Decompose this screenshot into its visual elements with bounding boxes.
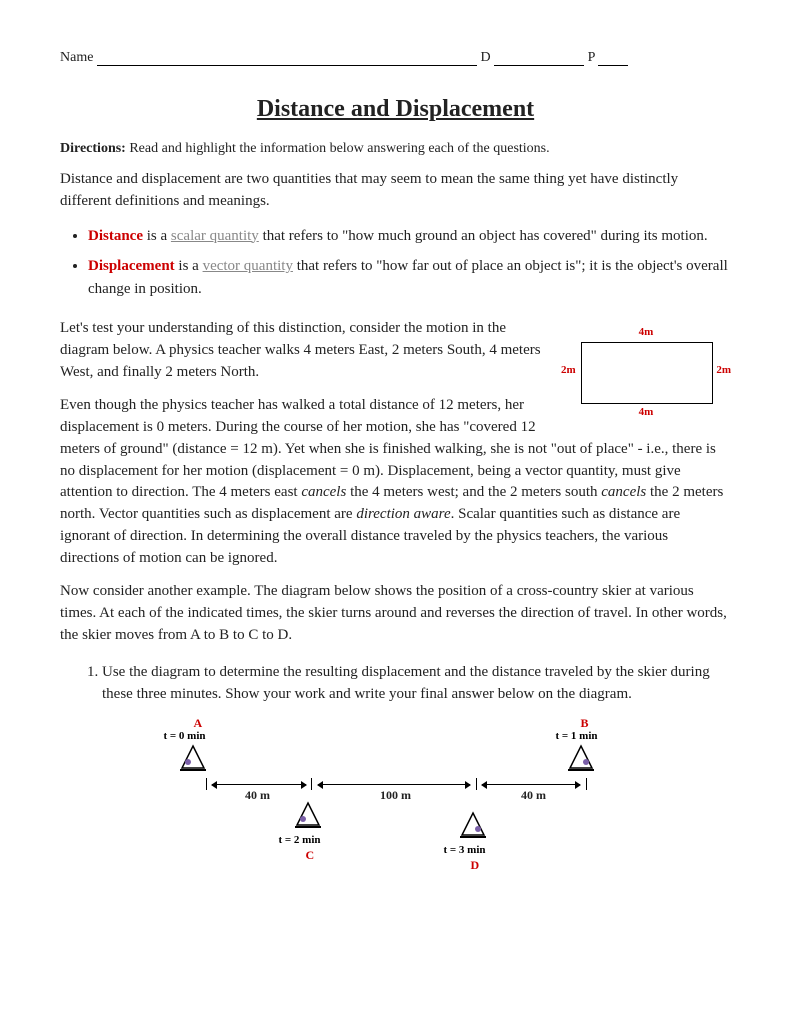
skier-b-icon xyxy=(564,744,598,774)
rect-label-left: 2m xyxy=(561,364,576,376)
tick xyxy=(586,778,587,790)
rect-path xyxy=(581,342,713,404)
displacement-definition: Displacement is a vector quantity that r… xyxy=(88,255,731,300)
segment-ac-label: 40 m xyxy=(245,788,270,803)
point-c-label: C xyxy=(306,848,315,863)
d-blank[interactable] xyxy=(494,53,584,66)
scalar-link[interactable]: scalar quantity xyxy=(171,228,259,244)
tick xyxy=(476,778,477,790)
segment-db xyxy=(482,784,580,785)
rect-label-top: 4m xyxy=(639,326,654,338)
question-list: Use the diagram to determine the resulti… xyxy=(60,661,731,706)
tick xyxy=(206,778,207,790)
skier-d-icon xyxy=(456,811,490,841)
body3: Now consider another example. The diagra… xyxy=(60,581,731,646)
page-title: Distance and Displacement xyxy=(60,96,731,123)
rect-label-right: 2m xyxy=(716,364,731,376)
tick xyxy=(311,778,312,790)
displacement-term: Displacement xyxy=(88,258,175,274)
segment-ac xyxy=(212,784,306,785)
skier-a-icon xyxy=(176,744,210,774)
d-label: D xyxy=(480,50,490,65)
rect-label-bottom: 4m xyxy=(639,406,654,418)
p-blank[interactable] xyxy=(598,53,628,66)
directions: Directions: Read and highlight the infor… xyxy=(60,141,731,157)
segment-db-label: 40 m xyxy=(521,788,546,803)
example-block: 4m 4m 2m 2m Let's test your understandin… xyxy=(60,318,731,581)
distance-term: Distance xyxy=(88,228,143,244)
definitions-list: Distance is a scalar quantity that refer… xyxy=(60,225,731,301)
rectangle-diagram: 4m 4m 2m 2m xyxy=(561,322,731,422)
segment-cd xyxy=(318,784,470,785)
point-c-time: t = 2 min xyxy=(279,834,321,846)
skier-c-icon xyxy=(291,801,325,831)
name-label: Name xyxy=(60,50,93,65)
name-blank[interactable] xyxy=(97,53,477,66)
worksheet-page: Name D P Distance and Displacement Direc… xyxy=(0,0,791,1024)
directions-label: Directions: xyxy=(60,141,126,156)
point-d-time: t = 3 min xyxy=(444,844,486,856)
point-a-label: A xyxy=(194,716,203,731)
segment-cd-label: 100 m xyxy=(380,788,411,803)
distance-definition: Distance is a scalar quantity that refer… xyxy=(88,225,731,248)
intro-paragraph: Distance and displacement are two quanti… xyxy=(60,169,731,213)
point-b-time: t = 1 min xyxy=(556,730,598,742)
skier-diagram: A t = 0 min B t = 1 min 40 m 100 m 40 m … xyxy=(146,716,646,886)
p-label: P xyxy=(588,50,595,65)
point-d-label: D xyxy=(471,858,480,873)
point-a-time: t = 0 min xyxy=(164,730,206,742)
point-b-label: B xyxy=(581,716,589,731)
question-1: Use the diagram to determine the resulti… xyxy=(102,661,731,706)
header-line: Name D P xyxy=(60,50,731,66)
vector-link[interactable]: vector quantity xyxy=(203,258,293,274)
directions-text: Read and highlight the information below… xyxy=(126,141,550,156)
